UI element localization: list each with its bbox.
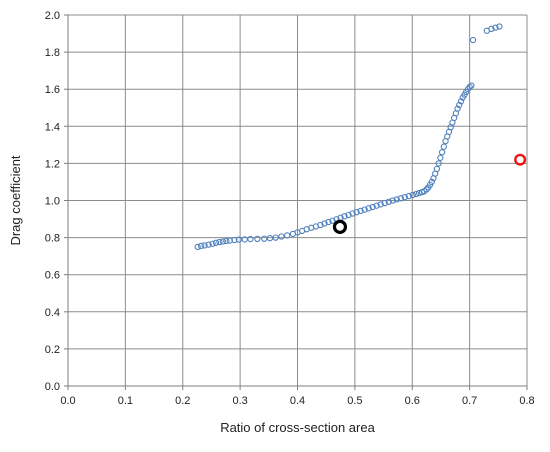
- data-point: [433, 165, 441, 173]
- data-point: [369, 203, 376, 211]
- x-axis-title: Ratio of cross-section area: [220, 420, 375, 435]
- x-tick-label: 0.5: [347, 395, 362, 407]
- data-point: [492, 24, 499, 31]
- data-point: [278, 233, 285, 240]
- data-point: [212, 239, 220, 246]
- x-tick-label: 0.8: [519, 395, 534, 407]
- y-tick-label: 0.2: [45, 344, 60, 356]
- data-point: [488, 25, 495, 33]
- data-point: [457, 98, 465, 105]
- x-tick-label: 0.6: [405, 395, 420, 407]
- data-point: [361, 206, 368, 213]
- data-point: [247, 235, 254, 243]
- data-point: [357, 207, 364, 215]
- data-point: [437, 154, 444, 161]
- y-tick-label: 0.0: [45, 381, 60, 393]
- data-point: [209, 240, 216, 247]
- highlight-point-red: [514, 153, 527, 166]
- data-point: [377, 201, 384, 208]
- data-point: [405, 192, 412, 200]
- data-point: [365, 205, 372, 212]
- data-point: [456, 101, 463, 109]
- y-tick-label: 1.6: [45, 84, 60, 96]
- data-point: [254, 235, 261, 243]
- data-point: [349, 210, 356, 217]
- y-tick-label: 1.8: [45, 47, 60, 59]
- y-tick-label: 0.8: [45, 233, 60, 245]
- x-tick-label: 0.2: [175, 395, 190, 407]
- y-tick-label: 1.2: [45, 158, 60, 170]
- data-point: [317, 221, 324, 229]
- data-series: [194, 23, 527, 251]
- data-point: [241, 236, 248, 243]
- series-1: [332, 219, 348, 234]
- data-point: [329, 217, 336, 224]
- x-tick-label: 0.1: [118, 395, 133, 407]
- data-point: [496, 23, 503, 30]
- data-point: [435, 160, 442, 167]
- y-tick-label: 2.0: [45, 10, 60, 22]
- y-tick-label: 1.4: [45, 121, 60, 133]
- data-point: [373, 202, 380, 209]
- data-point: [413, 190, 420, 198]
- data-point: [261, 235, 268, 242]
- data-point: [428, 178, 435, 186]
- y-tick-label: 0.4: [45, 307, 60, 319]
- grid-lines: [68, 14, 528, 386]
- data-point: [385, 198, 392, 205]
- data-point: [216, 238, 223, 246]
- data-point: [353, 209, 360, 216]
- series-0: [194, 23, 503, 251]
- axes: [64, 14, 528, 390]
- data-point: [454, 105, 461, 112]
- y-tick-label: 1.0: [45, 196, 60, 208]
- data-point: [201, 242, 208, 249]
- x-tick-label: 0.0: [60, 395, 75, 407]
- data-point: [223, 237, 230, 245]
- data-point: [401, 194, 408, 201]
- y-tick-label: 0.6: [45, 270, 60, 282]
- data-point: [466, 83, 473, 91]
- x-tick-label: 0.4: [290, 395, 305, 407]
- data-point: [415, 189, 423, 197]
- data-point: [381, 199, 388, 207]
- data-point: [284, 232, 291, 239]
- data-point: [389, 197, 396, 204]
- data-point: [397, 195, 404, 202]
- series-2: [514, 153, 527, 166]
- data-point: [345, 211, 352, 219]
- data-point: [272, 234, 279, 241]
- highlight-point-black: [332, 219, 348, 234]
- data-point: [341, 213, 348, 220]
- data-point: [468, 82, 475, 89]
- x-tick-label: 0.7: [462, 395, 477, 407]
- x-tick-label: 0.3: [232, 395, 247, 407]
- data-point: [321, 220, 328, 227]
- data-point: [205, 241, 212, 248]
- tick-labels: 0.0 0.1 0.2 0.3 0.4 0.5 0.6 0.7 0.8 0.0 0.2 0.4 0.6 0…: [45, 10, 535, 407]
- data-point: [440, 143, 447, 150]
- data-point: [226, 237, 233, 244]
- data-point: [325, 218, 332, 226]
- data-point: [469, 36, 477, 44]
- y-axis-title: Drag coefficient: [8, 155, 23, 245]
- data-point: [194, 243, 201, 251]
- data-point: [438, 149, 446, 156]
- data-point: [266, 235, 274, 242]
- data-point: [409, 191, 416, 199]
- data-point: [423, 186, 430, 193]
- data-point: [231, 236, 238, 244]
- data-point: [197, 242, 205, 250]
- data-point: [219, 238, 227, 245]
- data-point: [393, 196, 400, 203]
